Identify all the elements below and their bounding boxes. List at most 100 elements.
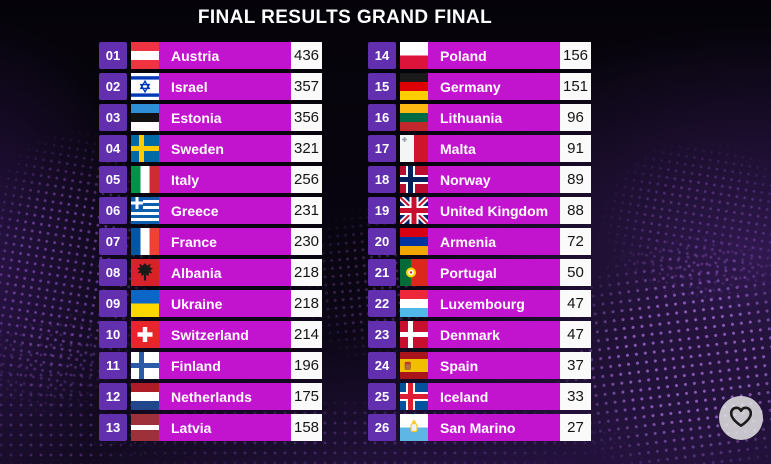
result-row: 09 Ukraine 218 <box>99 290 322 317</box>
result-row: 20 Armenia 72 <box>368 228 591 255</box>
score-box: 321 <box>291 135 322 162</box>
score-box: 196 <box>291 352 322 379</box>
rank-badge: 09 <box>99 290 127 317</box>
result-row: 11 Finland 196 <box>99 352 322 379</box>
score-box: 151 <box>560 73 591 100</box>
country-bar: France <box>159 228 291 255</box>
rank-badge: 24 <box>368 352 396 379</box>
country-bar: Finland <box>159 352 291 379</box>
rank-badge: 16 <box>368 104 396 131</box>
country-bar: Greece <box>159 197 291 224</box>
country-name: Latvia <box>171 419 212 436</box>
rank-badge: 26 <box>368 414 396 441</box>
flag-iceland <box>400 383 428 410</box>
country-bar: Ukraine <box>159 290 291 317</box>
country-bar: Spain <box>428 352 560 379</box>
rank-badge: 15 <box>368 73 396 100</box>
rank-badge: 18 <box>368 166 396 193</box>
rank-badge: 14 <box>368 42 396 69</box>
rank-badge: 22 <box>368 290 396 317</box>
country-bar: Estonia <box>159 104 291 131</box>
country-bar: Latvia <box>159 414 291 441</box>
results-board: 01 Austria 436 02 Israel 357 03 Estonia … <box>99 42 591 441</box>
flag-ukraine <box>131 290 159 317</box>
rank-badge: 04 <box>99 135 127 162</box>
country-bar: San Marino <box>428 414 560 441</box>
score-box: 27 <box>560 414 591 441</box>
score-box: 231 <box>291 197 322 224</box>
score-box: 88 <box>560 197 591 224</box>
country-name: Malta <box>440 140 476 157</box>
flag-greece <box>131 197 159 224</box>
flag-poland <box>400 42 428 69</box>
result-row: 13 Latvia 158 <box>99 414 322 441</box>
results-column-right: 14 Poland 156 15 Germany 151 16 Lithuani… <box>368 42 591 441</box>
country-bar: Netherlands <box>159 383 291 410</box>
score-box: 256 <box>291 166 322 193</box>
result-row: 16 Lithuania 96 <box>368 104 591 131</box>
score-box: 96 <box>560 104 591 131</box>
score-box: 357 <box>291 73 322 100</box>
country-name: San Marino <box>440 419 516 436</box>
country-bar: Poland <box>428 42 560 69</box>
country-name: Austria <box>171 47 220 64</box>
flag-sweden <box>131 135 159 162</box>
result-row: 23 Denmark 47 <box>368 321 591 348</box>
rank-badge: 17 <box>368 135 396 162</box>
score-box: 158 <box>291 414 322 441</box>
country-name: Greece <box>171 202 219 219</box>
rank-badge: 01 <box>99 42 127 69</box>
flag-armenia <box>400 228 428 255</box>
score-box: 91 <box>560 135 591 162</box>
flag-malta <box>400 135 428 162</box>
eurovision-heart-icon <box>727 402 755 435</box>
country-bar: Sweden <box>159 135 291 162</box>
rank-badge: 03 <box>99 104 127 131</box>
country-name: Spain <box>440 357 479 374</box>
eurovision-heart-badge <box>719 396 763 440</box>
flag-lithuania <box>400 104 428 131</box>
country-name: Luxembourg <box>440 295 525 312</box>
rank-badge: 19 <box>368 197 396 224</box>
country-bar: Norway <box>428 166 560 193</box>
result-row: 07 France 230 <box>99 228 322 255</box>
country-bar: Italy <box>159 166 291 193</box>
flag-germany <box>400 73 428 100</box>
result-row: 01 Austria 436 <box>99 42 322 69</box>
result-row: 24 Spain 37 <box>368 352 591 379</box>
score-box: 33 <box>560 383 591 410</box>
result-row: 02 Israel 357 <box>99 73 322 100</box>
score-box: 214 <box>291 321 322 348</box>
score-box: 230 <box>291 228 322 255</box>
flag-portugal <box>400 259 428 286</box>
flag-finland <box>131 352 159 379</box>
flag-luxembourg <box>400 290 428 317</box>
result-row: 25 Iceland 33 <box>368 383 591 410</box>
flag-austria <box>131 42 159 69</box>
flag-united-kingdom <box>400 197 428 224</box>
result-row: 15 Germany 151 <box>368 73 591 100</box>
page-title: FINAL RESULTS GRAND FINAL <box>197 7 493 28</box>
country-bar: Portugal <box>428 259 560 286</box>
flag-albania <box>131 259 159 286</box>
country-name: Israel <box>171 78 208 95</box>
rank-badge: 02 <box>99 73 127 100</box>
score-box: 356 <box>291 104 322 131</box>
country-name: Switzerland <box>171 326 249 343</box>
result-row: 22 Luxembourg 47 <box>368 290 591 317</box>
rank-badge: 08 <box>99 259 127 286</box>
score-box: 175 <box>291 383 322 410</box>
country-name: Ukraine <box>171 295 223 312</box>
flag-switzerland <box>131 321 159 348</box>
rank-badge: 05 <box>99 166 127 193</box>
rank-badge: 11 <box>99 352 127 379</box>
country-bar: Albania <box>159 259 291 286</box>
country-name: Lithuania <box>440 109 503 126</box>
result-row: 06 Greece 231 <box>99 197 322 224</box>
rank-badge: 06 <box>99 197 127 224</box>
score-box: 47 <box>560 290 591 317</box>
country-name: Finland <box>171 357 221 374</box>
country-bar: Armenia <box>428 228 560 255</box>
country-name: Italy <box>171 171 200 188</box>
score-box: 218 <box>291 290 322 317</box>
